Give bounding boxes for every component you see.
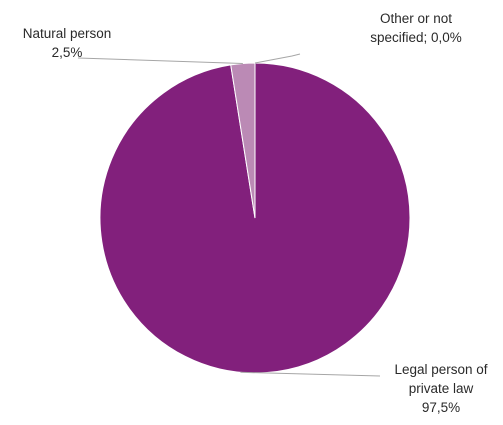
slice-label-legal-person: Legal person of private law 97,5%: [380, 360, 502, 417]
slice-label-other-line1: Other or not: [379, 11, 453, 26]
slice-label-natural-person-value: 2,5%: [51, 45, 83, 60]
slice-label-legal-person-value: 97,5%: [421, 400, 461, 415]
leader-line-legal-person: [240, 371, 381, 377]
leader-line-natural-person: [77, 57, 243, 64]
leader-line-other: [254, 53, 301, 64]
slice-natural-person: [230, 62, 256, 219]
slice-label-other: Other or not specified; 0,0%: [336, 9, 496, 47]
slice-label-natural-person: Natural person 2,5%: [8, 24, 126, 62]
slice-label-natural-person-name: Natural person: [22, 26, 112, 41]
slice-label-other-line2: specified; 0,0%: [370, 30, 462, 45]
slice-label-legal-person-line1: Legal person of: [394, 362, 488, 377]
slice-label-legal-person-line2: private law: [408, 381, 474, 396]
